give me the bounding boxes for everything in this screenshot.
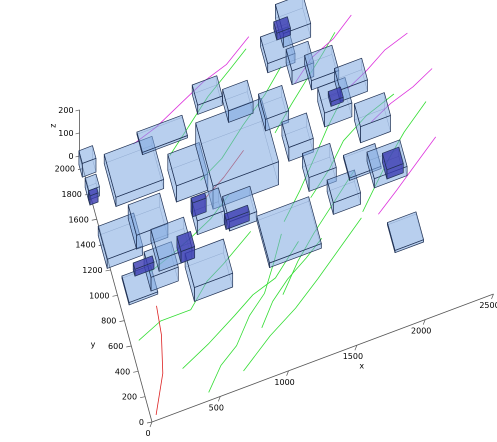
x-tick-label: 2000 [411, 327, 431, 336]
boxes-layer [78, 0, 424, 306]
z-tick-mark [75, 109, 80, 112]
box-top-face [302, 142, 337, 178]
path-green [182, 241, 299, 369]
path-green [243, 217, 362, 372]
building-box [334, 57, 368, 102]
y-tick-label: 1200 [82, 266, 102, 275]
y-tick-label: 1600 [68, 215, 88, 224]
y-tick-mark [91, 218, 97, 221]
z-axis-label: z [49, 124, 58, 128]
y-tick-label: 600 [108, 342, 123, 351]
y-tick-label: 800 [101, 317, 116, 326]
building-box [281, 112, 314, 162]
building-box [353, 92, 391, 144]
box-top-face [222, 79, 254, 112]
box-top-face [176, 230, 196, 252]
box-top-face [327, 86, 344, 103]
highlight-box [132, 255, 155, 277]
y-tick-mark [126, 345, 132, 348]
z-tick-label: 200 [58, 106, 73, 115]
y-tick-label: 1000 [89, 291, 109, 300]
box-top-face [304, 44, 340, 82]
highlight-box [88, 187, 99, 206]
box-top-face [223, 204, 250, 221]
z-tick-label: 100 [58, 129, 73, 138]
box-top-face [132, 255, 155, 270]
building-box [258, 85, 290, 132]
z-tick-mark [75, 132, 80, 135]
building-box [184, 238, 234, 302]
x-tick-mark [422, 319, 426, 325]
building-box [191, 75, 223, 115]
box-top-face [258, 85, 290, 120]
path-red [155, 305, 164, 415]
path-magenta [378, 136, 437, 215]
y-tick-label: 200 [122, 393, 137, 402]
box-top-face [281, 112, 314, 148]
y-tick-label: 2000 [55, 165, 75, 174]
box-top-face [184, 238, 234, 288]
y-tick-mark [112, 294, 118, 297]
x-tick-mark [149, 421, 153, 428]
x-tick-mark [217, 396, 221, 402]
x-tick-mark [491, 293, 494, 300]
x-axis-label: x [359, 362, 364, 371]
x-tick-label: 1000 [274, 378, 294, 387]
y-tick-mark [119, 320, 125, 322]
highlight-box [382, 146, 404, 180]
x-tick-mark [354, 345, 358, 351]
highlight-box [273, 16, 291, 41]
building-box [387, 211, 424, 254]
y-tick-mark [133, 370, 139, 373]
highlight-box [327, 86, 344, 107]
box-top-face [256, 196, 322, 264]
x-axis-line [151, 293, 494, 423]
box-top-face [78, 145, 97, 164]
box-top-face [353, 92, 391, 128]
y-tick-mark [146, 421, 153, 424]
box-top-face [190, 192, 207, 204]
highlight-box [223, 204, 250, 230]
x-tick-mark [286, 370, 289, 376]
y-tick-label: 0 [139, 418, 144, 427]
building-box [302, 142, 337, 192]
labels-layer: 0500100015002000250002004006008001000120… [49, 106, 497, 438]
box-top-face [136, 114, 188, 153]
building-box [256, 196, 322, 268]
building-box [136, 114, 188, 156]
box-top-face [88, 187, 99, 197]
box-top-face [387, 211, 424, 251]
x-tick-label: 0 [145, 429, 150, 438]
box-top-face [334, 57, 368, 91]
highlight-box [176, 230, 196, 264]
y-tick-label: 1800 [62, 190, 82, 199]
y-axis-label: y [91, 340, 96, 349]
y-tick-label: 400 [115, 367, 130, 376]
y-tick-mark [105, 269, 111, 272]
building-box [304, 44, 340, 91]
building-box [222, 79, 254, 123]
x-tick-label: 1500 [343, 352, 363, 361]
y-tick-label: 1400 [75, 241, 95, 250]
building-box [78, 145, 97, 178]
box-top-face [191, 75, 223, 106]
box-top-face [382, 146, 404, 171]
x-tick-label: 500 [209, 403, 224, 412]
box-top-face [273, 16, 291, 34]
z-tick-label: 0 [68, 152, 73, 161]
y-tick-mark [140, 396, 146, 399]
highlight-box [190, 192, 207, 218]
